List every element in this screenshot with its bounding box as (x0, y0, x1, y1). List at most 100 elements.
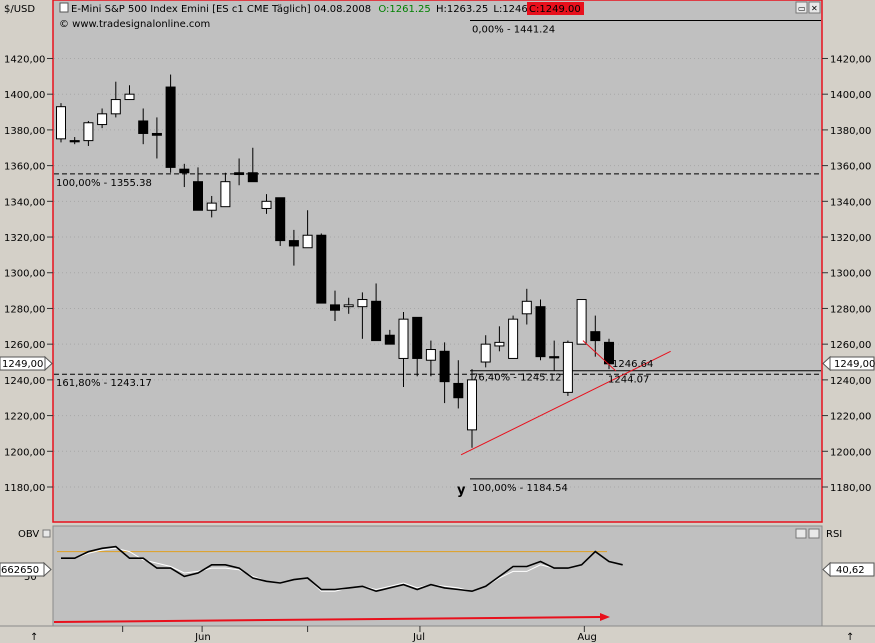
candle[interactable] (343, 297, 354, 314)
close-glyph: ✕ (811, 4, 818, 13)
restore-icon[interactable] (795, 1, 808, 14)
close-value: C:1249.00 (529, 4, 581, 15)
candle[interactable] (206, 195, 217, 218)
rsi-value-tag: 40,62 (822, 561, 875, 578)
fib-label-764: 76,40% - 1245.12 (472, 373, 561, 384)
candle[interactable] (480, 335, 491, 368)
instrument-name: E-Mini S&P 500 Index Emini [ES c1 CME Tä… (71, 4, 371, 15)
candle-body (165, 86, 176, 168)
candle[interactable] (521, 288, 532, 325)
candle-body (535, 306, 546, 358)
candle-body (138, 120, 149, 134)
candle[interactable] (384, 329, 395, 345)
y-tick-label: 1280,00 (4, 304, 45, 315)
watermark: © www.tradesignalonline.com (59, 19, 210, 30)
candle[interactable] (234, 158, 245, 186)
candle[interactable] (330, 290, 340, 321)
candle[interactable] (494, 326, 505, 352)
candle-body (412, 316, 423, 359)
candle[interactable] (535, 299, 546, 361)
candle[interactable] (398, 312, 409, 388)
candle-body (562, 341, 573, 393)
candle-body (494, 341, 505, 347)
indicator-panel[interactable] (52, 525, 823, 627)
obv-value: 662650 (1, 565, 39, 576)
candle[interactable] (124, 85, 135, 101)
scroll-up-arrow-right[interactable]: ↑ (846, 632, 854, 643)
y-tick-label: 1240,00 (4, 376, 45, 387)
rsi-close-icon[interactable] (808, 528, 820, 539)
y-tick-label: 1200,00 (4, 447, 45, 458)
candle[interactable] (590, 315, 601, 357)
scroll-up-arrow-left[interactable]: ↑ (30, 632, 38, 643)
y-tick-label: 1400,00 (4, 90, 45, 101)
candle[interactable] (220, 172, 231, 208)
candle-body (83, 122, 94, 142)
y-tick-label: 1280,00 (830, 304, 871, 315)
trendline-resistance[interactable] (582, 340, 617, 372)
candle[interactable] (165, 74, 176, 173)
y-tick-label: 1320,00 (830, 233, 871, 244)
candle[interactable] (83, 120, 94, 146)
fib-label-top: 0,00% - 1441.24 (472, 25, 555, 36)
candle[interactable] (508, 315, 519, 359)
close-icon[interactable] (808, 1, 821, 14)
candle[interactable] (138, 108, 149, 145)
candle[interactable] (412, 316, 423, 377)
candle[interactable] (562, 340, 573, 396)
candles[interactable] (56, 74, 614, 448)
candle[interactable] (453, 360, 464, 409)
candle[interactable] (576, 299, 587, 345)
candle-body (220, 181, 231, 208)
candle[interactable] (247, 147, 258, 183)
panel-icon[interactable] (59, 2, 69, 13)
obv-settings-icon[interactable] (42, 529, 51, 538)
fib-label-100b: 100,00% - 1184.54 (472, 483, 568, 494)
candle-body (193, 181, 203, 211)
y-tick-label: 1260,00 (830, 340, 871, 351)
window-controls[interactable]: ▭ ✕ (59, 1, 821, 14)
price-panel[interactable] (52, 0, 823, 523)
candle[interactable] (110, 81, 121, 118)
candle[interactable] (467, 369, 477, 448)
obv-line (61, 545, 623, 593)
candle-body (261, 200, 272, 209)
candle-body (288, 240, 299, 247)
candle[interactable] (97, 108, 108, 129)
candle[interactable] (151, 117, 162, 159)
right-axis-strip (823, 0, 875, 643)
candle-body (151, 132, 162, 136)
candle[interactable] (275, 197, 286, 246)
rsi-restore-icon[interactable] (795, 528, 807, 539)
trendline[interactable]: 1246.64 1244.07 (460, 340, 671, 456)
candle-body (357, 299, 368, 308)
candle[interactable] (302, 210, 313, 249)
y-tick-label: 1380,00 (830, 126, 871, 137)
candle-body (316, 234, 327, 304)
rsi-label: RSI (826, 529, 842, 540)
candle[interactable] (439, 342, 450, 404)
candle[interactable] (288, 229, 299, 266)
candle-body (549, 356, 560, 359)
candle-body (371, 300, 382, 342)
candle[interactable] (371, 283, 382, 342)
candle[interactable] (357, 292, 368, 339)
candle[interactable] (549, 340, 560, 371)
trendline-support[interactable] (460, 350, 671, 456)
arrow-head-icon (600, 613, 610, 621)
x-tick-label: Aug (577, 632, 597, 643)
candle-body (275, 197, 286, 242)
rsi-line (61, 547, 623, 592)
candle[interactable] (261, 194, 272, 214)
obv-tick: 50 (24, 572, 37, 583)
candle[interactable] (69, 137, 80, 145)
candle[interactable] (425, 340, 436, 377)
candle[interactable] (179, 163, 190, 188)
fib-label-100a: 100,00% - 1355.38 (56, 178, 152, 189)
candle-body (97, 113, 108, 126)
candle[interactable] (56, 103, 66, 143)
candle[interactable] (193, 167, 203, 211)
candle[interactable] (316, 233, 327, 304)
y-tick-label: 1180,00 (4, 483, 45, 494)
